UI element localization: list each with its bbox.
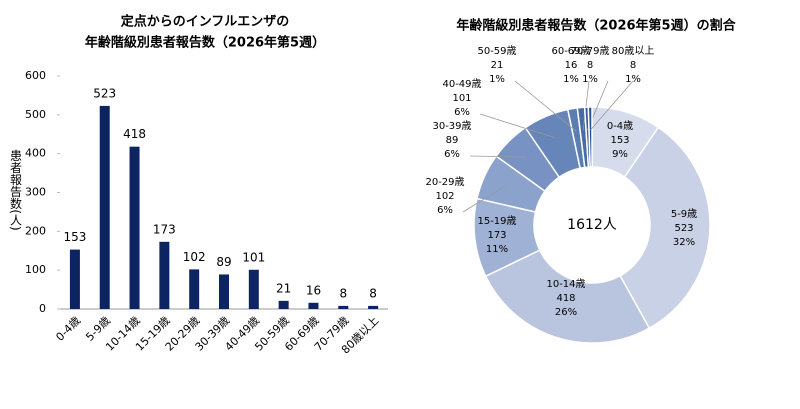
chart-title: 年齢階級別患者報告数（2026年第5週）の割合: [456, 18, 736, 34]
leader-line: [469, 155, 526, 158]
slice-label: 50-59歳: [477, 45, 516, 57]
x-tick-label: 0-4歳: [53, 314, 83, 344]
bar: [159, 241, 170, 309]
data-label: 173: [153, 222, 176, 236]
slice-percent: 1%: [489, 74, 505, 85]
y-tick-label: 400: [25, 147, 46, 160]
y-tick-label: 300: [25, 186, 46, 199]
data-label: 523: [93, 86, 116, 100]
y-axis-label: 患者報告数(人): [9, 149, 23, 231]
slice-value: 101: [452, 93, 471, 104]
y-tick-label: 500: [25, 108, 46, 121]
slice-label: 5-9歳: [671, 208, 697, 220]
slice-percent: 1%: [625, 74, 641, 85]
slice-percent: 6%: [444, 149, 460, 160]
slice-percent: 11%: [486, 244, 508, 255]
slice-label: 40-49歳: [442, 78, 481, 90]
data-label: 101: [242, 250, 265, 264]
data-label: 418: [123, 127, 146, 141]
bar: [308, 302, 319, 309]
slice: [619, 126, 711, 330]
bar: [69, 249, 80, 309]
slice-percent: 9%: [612, 149, 628, 160]
chart-title: 定点からのインフルエンザの: [120, 14, 290, 30]
slice-percent: 6%: [454, 107, 470, 118]
data-label: 8: [369, 286, 377, 300]
slice-value: 523: [674, 223, 693, 234]
data-label: 153: [63, 230, 86, 244]
y-tick-label: 0: [39, 302, 46, 315]
bar: [99, 105, 110, 309]
slice-value: 8: [587, 60, 593, 71]
bar: [129, 146, 140, 309]
bar: [278, 300, 289, 309]
slice-label: 60-69歳: [551, 45, 590, 57]
slice-value: 102: [435, 191, 454, 202]
slice-label: 10-14歳: [546, 278, 585, 290]
slice-value: 418: [556, 293, 575, 304]
chart-title: 年齢階級別患者報告数（2026年第5週）: [85, 35, 325, 51]
slice-value: 89: [446, 135, 459, 146]
slice-value: 8: [630, 60, 636, 71]
slice-label: 70-79歳: [570, 45, 609, 57]
slice-label: 15-19歳: [477, 215, 516, 227]
slice-value: 21: [491, 60, 504, 71]
slice-percent: 6%: [437, 205, 453, 216]
data-label: 21: [276, 281, 291, 295]
y-tick-label: 100: [25, 263, 46, 276]
center-label: 1612人: [567, 217, 617, 233]
slice-label: 80歳以上: [612, 45, 655, 57]
leader-line: [582, 80, 590, 131]
bar: [189, 269, 200, 309]
slice-value: 16: [565, 60, 578, 71]
slice-value: 173: [487, 230, 506, 241]
slice-value: 153: [610, 135, 629, 146]
slice-percent: 32%: [673, 237, 695, 248]
slice-percent: 1%: [563, 74, 579, 85]
slice: [484, 249, 651, 344]
data-label: 8: [339, 286, 347, 300]
bar: [338, 305, 349, 309]
leader-line: [514, 80, 577, 132]
slice-percent: 26%: [555, 307, 577, 318]
slice-label: 20-29歳: [425, 176, 464, 188]
data-label: 102: [183, 250, 206, 264]
slice-label: 30-39歳: [432, 120, 471, 132]
slice-label: 0-4歳: [607, 120, 633, 132]
y-tick-label: 200: [25, 224, 46, 237]
y-tick-label: 600: [25, 69, 46, 82]
slice: [587, 106, 593, 168]
bar: [368, 305, 379, 309]
leader-line: [462, 185, 506, 213]
bar: [219, 274, 229, 309]
data-label: 16: [306, 283, 321, 297]
leader-line: [590, 80, 634, 131]
leader-line: [479, 113, 555, 139]
bar: [248, 269, 259, 309]
slice-percent: 1%: [582, 74, 598, 85]
data-label: 89: [216, 255, 231, 269]
